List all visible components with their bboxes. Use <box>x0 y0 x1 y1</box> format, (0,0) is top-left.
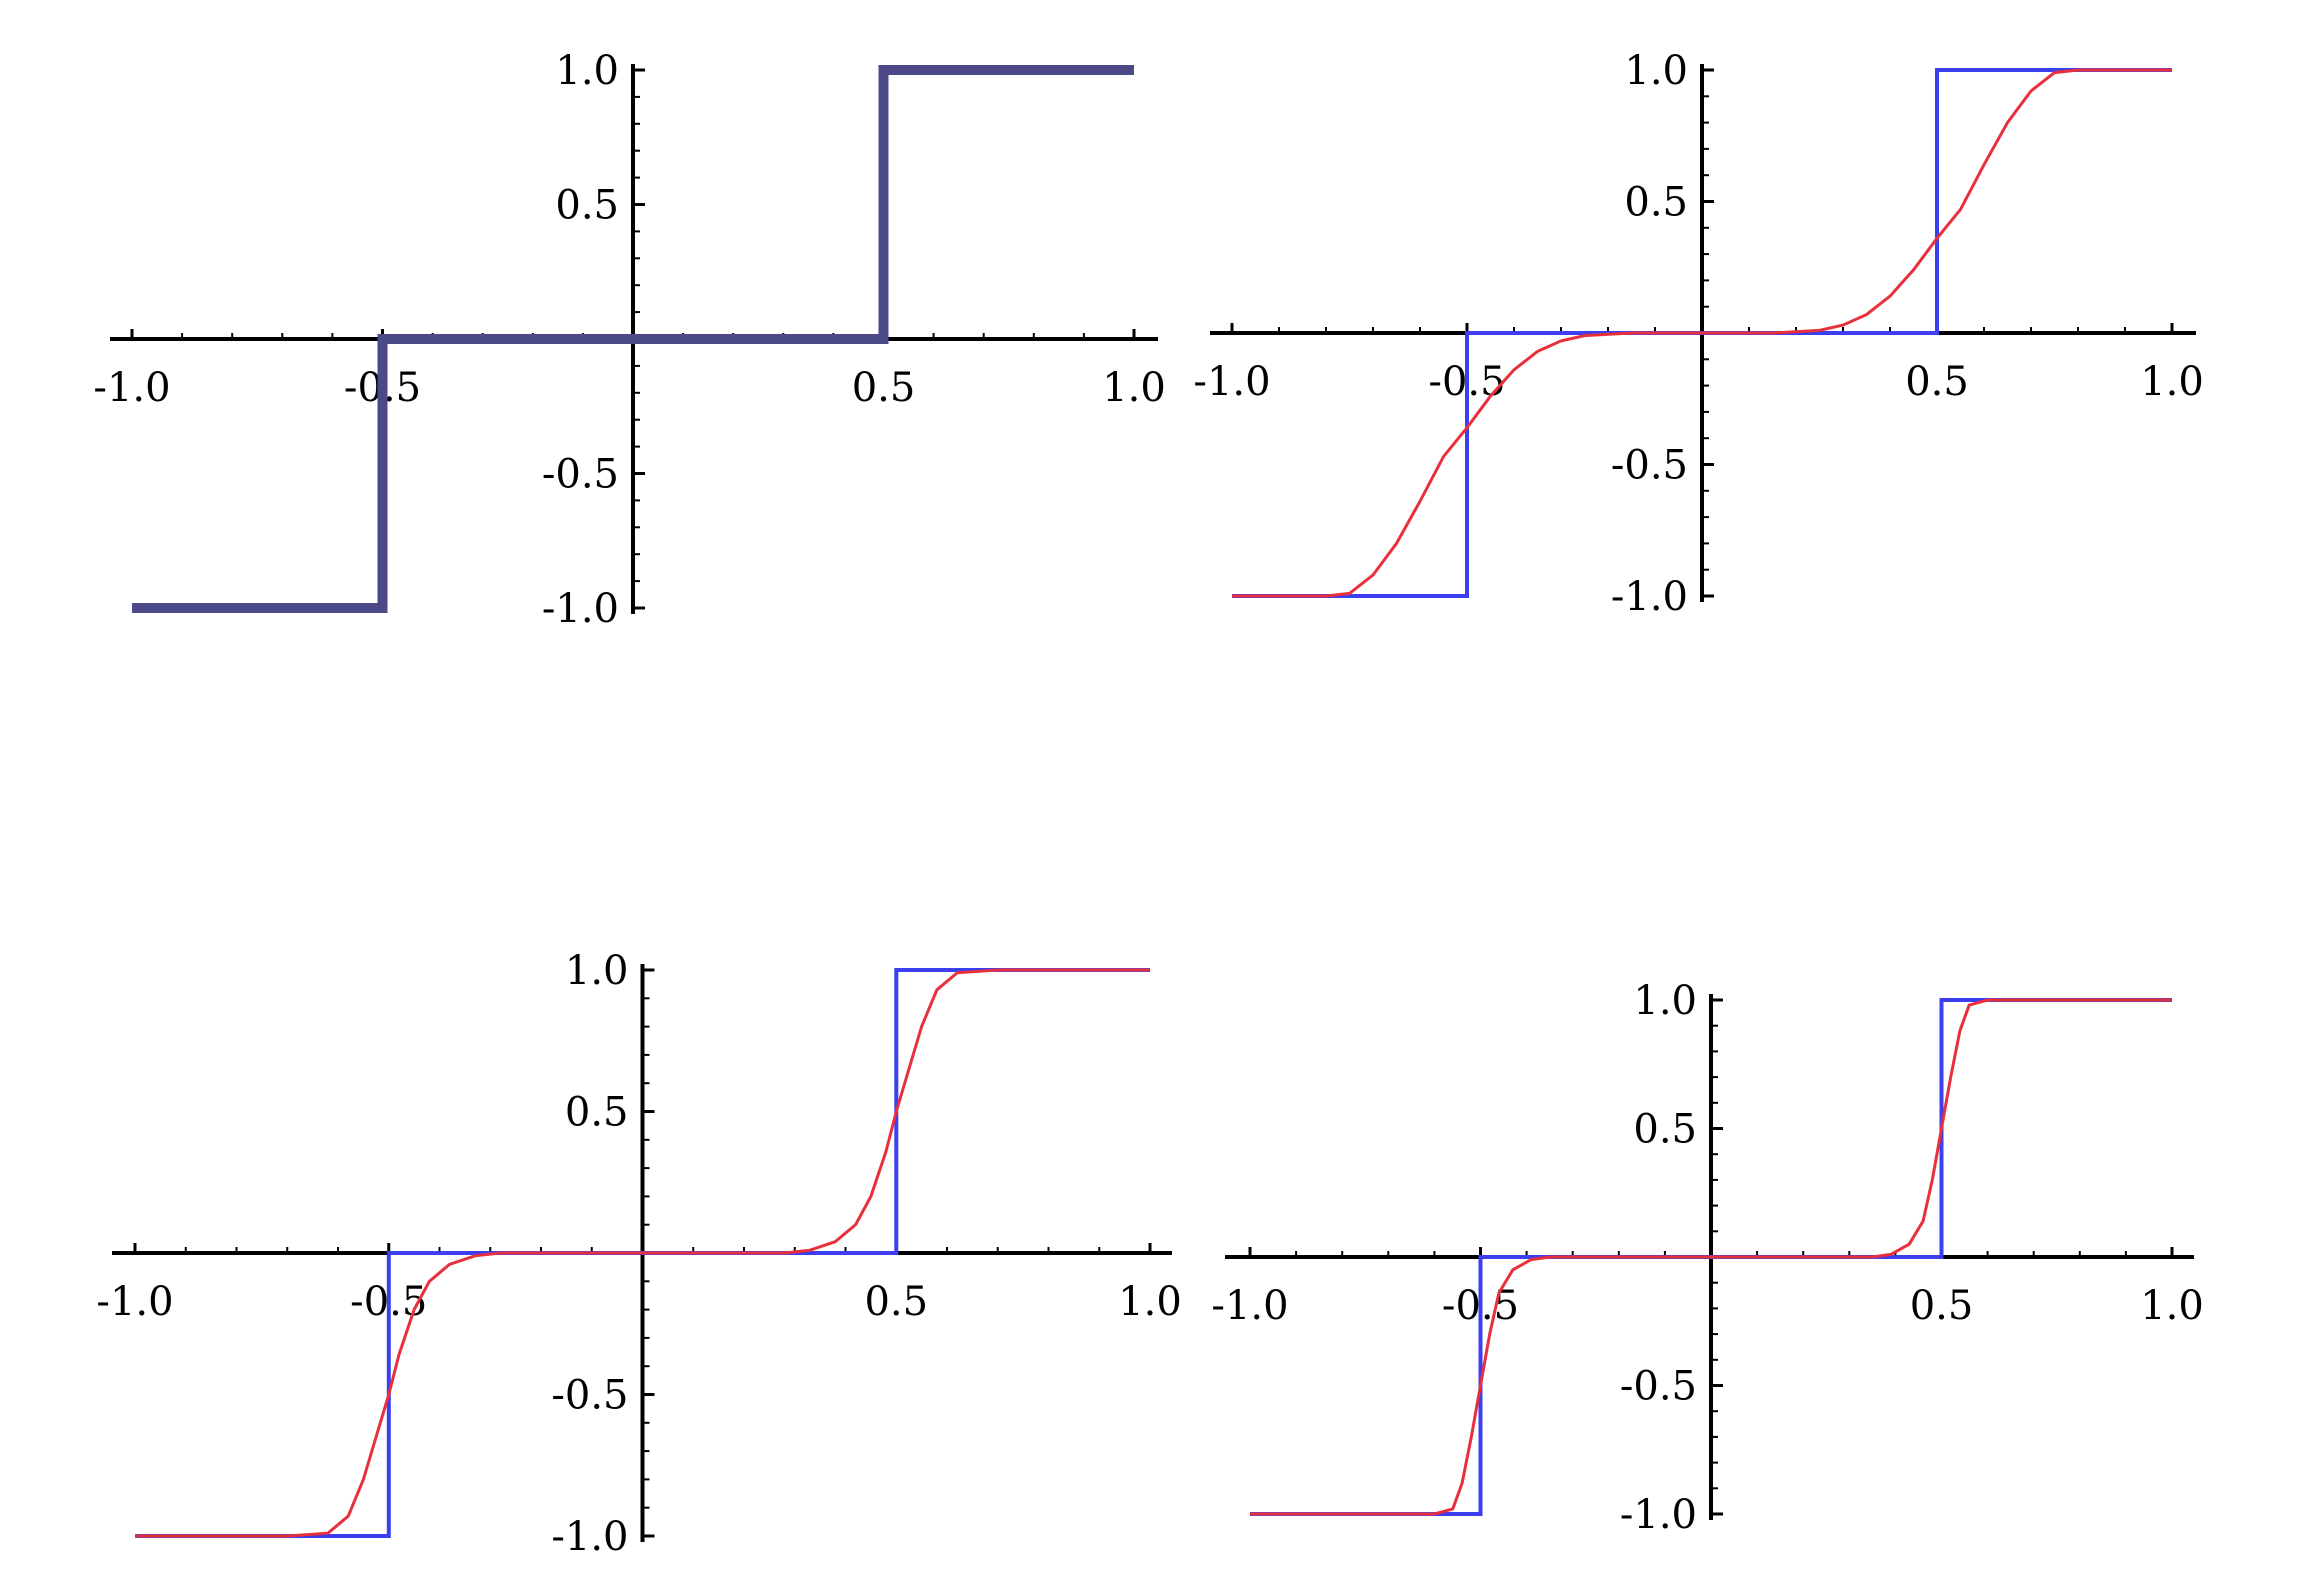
y-tick-label: -0.5 <box>1611 443 1688 489</box>
x-tick-label: 0.5 <box>1905 359 1969 405</box>
x-tick-label: 0.5 <box>1910 1283 1974 1329</box>
x-tick-label: -1.0 <box>1193 359 1270 405</box>
y-tick-label: 0.5 <box>1633 1107 1697 1153</box>
y-tick-label: -0.5 <box>551 1373 628 1419</box>
smooth-curve-series <box>135 968 1150 1538</box>
smooth-curve-series <box>1232 68 2172 598</box>
chart-panel-bottom-right: -1.0 -0.5 0.5 1.01.00.5-0.5-1.0 <box>1211 978 2203 1538</box>
smooth-curve-series <box>1250 998 2172 1516</box>
x-tick-label: -1.0 <box>1211 1283 1288 1329</box>
y-tick-label: 1.0 <box>565 948 629 994</box>
y-tick-label: -0.5 <box>1620 1364 1697 1410</box>
chart-panel-top-left: -1.0 -0.5 0.5 1.01.00.5-0.5-1.0 <box>93 48 1165 632</box>
y-tick-label: -1.0 <box>551 1514 628 1560</box>
x-tick-label: -1.0 <box>96 1279 173 1325</box>
chart-panel-top-right: -1.0 -0.5 0.5 1.01.00.5-0.5-1.0 <box>1193 48 2203 620</box>
x-tick-label: 1.0 <box>2140 1283 2204 1329</box>
step-function-series <box>132 65 1134 613</box>
y-tick-label: 0.5 <box>555 183 619 229</box>
chart-panel-bottom-left: -1.0 -0.5 0.5 1.01.00.5-0.5-1.0 <box>96 948 1181 1560</box>
x-tick-label: 1.0 <box>2140 359 2204 405</box>
x-tick-label: 1.0 <box>1118 1279 1182 1325</box>
x-tick-label: 1.0 <box>1102 365 1166 411</box>
x-tick-label: -1.0 <box>93 365 170 411</box>
y-tick-label: 1.0 <box>1624 48 1688 94</box>
y-tick-label: 0.5 <box>565 1090 629 1136</box>
x-tick-label: 0.5 <box>864 1279 928 1325</box>
y-tick-label: -0.5 <box>542 452 619 498</box>
y-tick-label: 1.0 <box>1633 978 1697 1024</box>
x-tick-label: 0.5 <box>852 365 916 411</box>
y-tick-label: -1.0 <box>1620 1492 1697 1538</box>
y-tick-label: 0.5 <box>1624 180 1688 226</box>
y-tick-label: 1.0 <box>555 48 619 94</box>
y-tick-label: -1.0 <box>542 586 619 632</box>
y-tick-label: -1.0 <box>1611 574 1688 620</box>
